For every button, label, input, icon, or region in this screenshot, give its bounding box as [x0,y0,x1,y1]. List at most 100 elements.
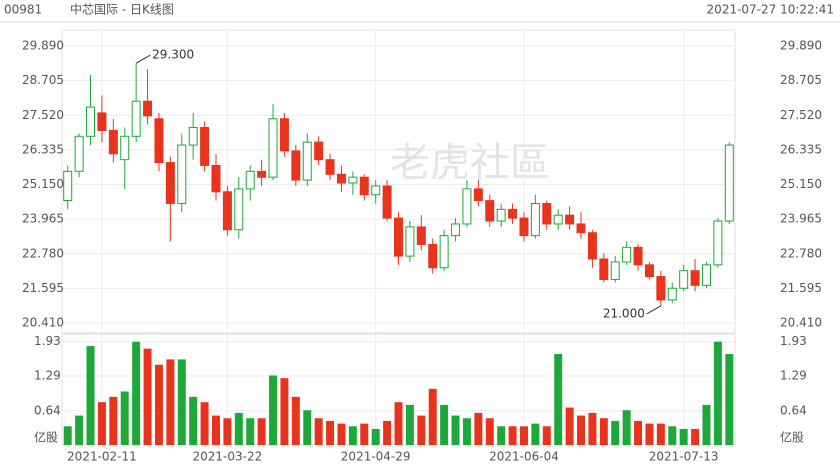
volume-bar [634,420,643,445]
volume-bar [280,378,289,445]
candle-body [473,188,483,202]
volume-bar [508,426,517,445]
candle-body [462,188,472,225]
candle-body [382,185,392,219]
candle-body [508,208,518,219]
y-tick-label-right: 26.335 [780,142,822,156]
volume-unit: 亿股 [34,430,58,445]
volume-bar [177,359,186,445]
candle-body [245,170,255,190]
volume-bar [348,426,357,445]
volume-bar [565,407,574,445]
stock-code: 00981 [4,3,42,17]
volume-bar [474,412,483,445]
volume-bar [109,396,118,445]
annotation-leader [646,305,662,315]
candle-body [553,214,563,225]
candle-body [74,135,84,172]
volume-bar [405,404,414,445]
volume-bar [394,402,403,445]
volume-bar [154,364,163,445]
volume-tick-label: 0.64 [34,403,61,417]
candle-body [405,226,415,257]
volume-bar [588,412,597,445]
candle-body [690,270,700,286]
candle-body [279,118,289,152]
candle-body [542,202,552,225]
volume-bar [599,418,608,445]
annotation-leader [135,54,151,64]
volume-bar [314,418,323,445]
volume-bar [577,415,586,445]
y-tick-label-right: 23.965 [780,212,822,226]
chart-title: 中芯国际 - 日K线图 [70,2,174,17]
candle-body [622,246,632,263]
candle-body [234,188,244,231]
volume-bar [63,426,72,445]
volume-bar [691,428,700,445]
y-tick-label: 26.335 [22,142,64,156]
volume-tick-label: 1.93 [34,334,61,348]
candle-body [165,162,175,204]
volume-bar [337,423,346,445]
candle-body [416,226,426,245]
candle-body [610,261,620,280]
candle-body [222,191,232,231]
y-tick-label: 27.520 [22,108,64,122]
candle-body [667,287,677,301]
volume-bar [451,415,460,445]
volume-bar [303,410,312,445]
volume-bar [519,426,528,445]
candle-body [268,118,278,178]
candle-body [656,276,666,301]
x-tick-label: 2021-03-22 [193,450,263,464]
candle-body [587,232,597,260]
y-tick-label-right: 25.150 [780,177,822,191]
volume-bar [211,415,220,445]
candle-body [211,165,221,193]
volume-bar [269,375,278,445]
candle-body [291,150,301,181]
candle-body [131,100,141,137]
candle-body [154,118,164,164]
x-tick-label: 2021-04-29 [341,450,411,464]
volume-bar [440,404,449,445]
candle-body [644,264,654,278]
y-tick-label-right: 27.520 [780,108,822,122]
candle-body [108,129,118,155]
candle-body [86,106,96,137]
y-tick-label: 23.965 [22,212,64,226]
volume-bar [75,415,84,445]
volume-bar [383,420,392,445]
volume-bar [234,412,243,445]
y-tick-label-right: 20.410 [780,316,822,330]
candle-body [302,141,312,181]
volume-bar [86,346,95,445]
candle-body [200,127,210,167]
volume-tick-label-right: 1.29 [780,368,807,382]
y-tick-label: 29.890 [22,39,64,53]
candle-body [314,141,324,161]
volume-bar [531,423,540,445]
volume-bar [291,396,300,445]
candle-body [348,176,358,184]
volume-tick-label-right: 0.64 [780,403,807,417]
candle-body [713,220,723,266]
volume-bar [417,415,426,445]
candle-body [143,100,153,117]
volume-bar [200,402,209,445]
volume-bar [132,341,141,445]
candle-body [633,246,643,266]
candle-body [97,112,107,131]
price-panel [61,29,736,334]
candle-body [439,235,449,269]
candle-body [576,223,586,234]
volume-bar [371,428,380,445]
x-tick-label: 2021-07-13 [649,450,719,464]
volume-bar [622,410,631,445]
candle-body [336,173,346,184]
candle-body [428,243,438,269]
y-tick-label: 25.150 [22,177,64,191]
annotation-label: 29.300 [152,48,194,62]
volume-bar [702,404,711,445]
